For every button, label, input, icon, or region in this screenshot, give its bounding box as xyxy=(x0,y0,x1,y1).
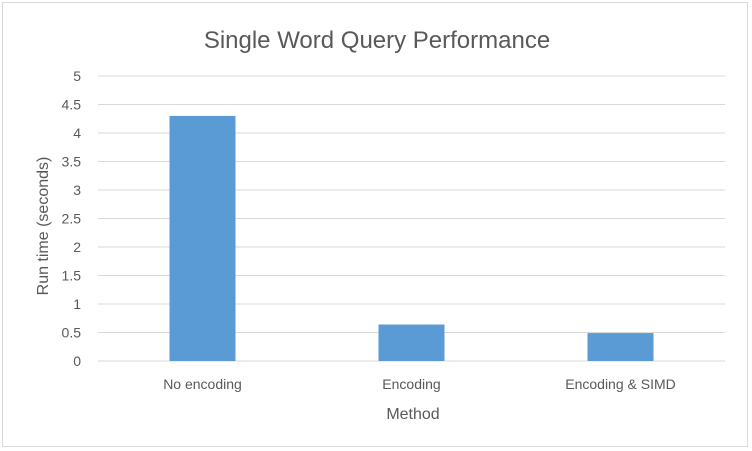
y-tick-label: 4 xyxy=(73,125,81,141)
y-tick-label: 1 xyxy=(73,296,81,312)
y-tick-label: 0 xyxy=(73,353,81,369)
bar xyxy=(169,115,236,362)
chart-title: Single Word Query Performance xyxy=(204,27,550,54)
y-tick-label: 2 xyxy=(73,239,81,255)
bar xyxy=(587,333,654,361)
y-tick-label: 2.5 xyxy=(62,211,82,227)
y-tick-label: 1.5 xyxy=(62,268,82,284)
y-tick-label: 3.5 xyxy=(62,154,82,170)
y-tick-label: 4.5 xyxy=(62,97,82,113)
bar xyxy=(378,324,445,361)
x-axis-ticks: No encoding Encoding Encoding & SIMD xyxy=(163,376,676,392)
y-tick-label: 0.5 xyxy=(62,325,82,341)
y-tick-label: 5 xyxy=(73,68,81,84)
x-tick-label: Encoding & SIMD xyxy=(565,376,676,392)
bars xyxy=(169,115,654,362)
y-axis-ticks: 0 0.5 1 1.5 2 2.5 3 3.5 4 4.5 5 xyxy=(62,68,82,369)
chart-frame: Single Word Query Performance Run time (… xyxy=(2,2,748,447)
x-axis-label: Method xyxy=(386,406,439,423)
y-axis-label: Run time (seconds) xyxy=(35,157,52,296)
x-tick-label: Encoding xyxy=(382,376,440,392)
y-tick-label: 3 xyxy=(73,182,81,198)
bar-chart: Single Word Query Performance Run time (… xyxy=(35,27,725,423)
x-tick-label: No encoding xyxy=(163,376,242,392)
